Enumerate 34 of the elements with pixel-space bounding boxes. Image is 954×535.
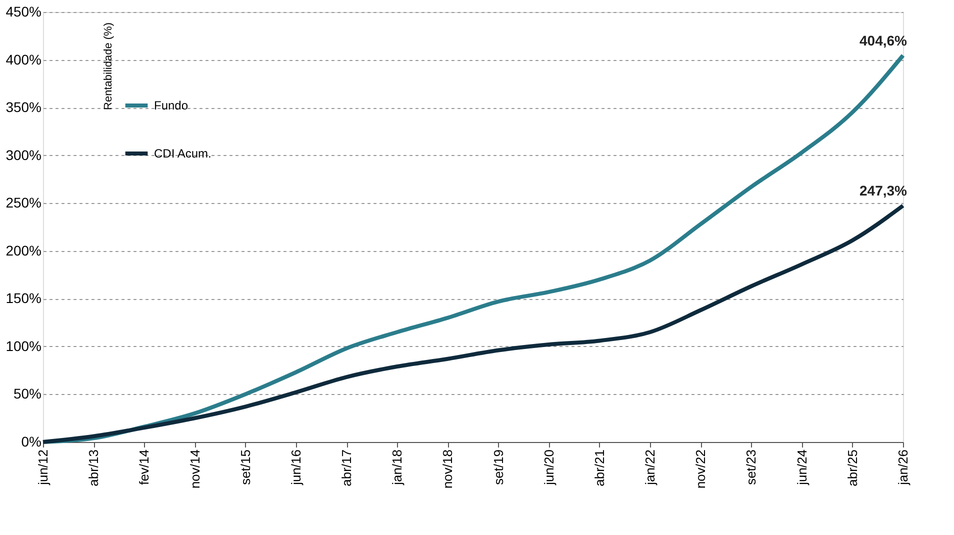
x-tick-label: nov/14 <box>187 450 202 489</box>
x-tick-label: abr/21 <box>592 450 607 486</box>
y-tick-label: 250% <box>6 194 42 211</box>
data-label: 404,6% <box>860 32 908 48</box>
x-tick-label: abr/13 <box>86 450 102 486</box>
x-tick-label: nov/18 <box>440 450 456 489</box>
legend-label: CDI Acum. <box>154 146 212 160</box>
y-tick-label: 150% <box>6 290 42 306</box>
x-tick-label: jun/20 <box>541 450 556 486</box>
x-tick-label: jan/26 <box>896 450 910 486</box>
x-tick-label: jan/18 <box>390 450 405 486</box>
x-tick-label: jan/22 <box>642 450 658 486</box>
legend-label: Fundo <box>154 98 188 112</box>
x-tick-label: abr/25 <box>844 450 860 486</box>
y-tick-label: 200% <box>6 242 42 258</box>
y-tick-label: 100% <box>6 338 42 354</box>
data-label: 247,3% <box>860 182 908 199</box>
y-tick-label: 50% <box>13 386 42 402</box>
x-tick-label: set/23 <box>744 450 759 485</box>
x-tick-label: fev/14 <box>136 450 152 485</box>
line-series <box>41 204 905 444</box>
x-tick-label: jun/24 <box>794 450 810 486</box>
y-tick-label: 300% <box>6 146 42 163</box>
x-tick-label: jun/12 <box>36 450 50 486</box>
y-tick-label: 450% <box>6 4 42 20</box>
y-tick-label: 400% <box>6 51 42 68</box>
y-axis-title: Rentabilidade (%) <box>102 22 114 110</box>
x-tick-label: set/19 <box>490 450 506 485</box>
y-tick-label: 350% <box>6 99 42 116</box>
y-tick-label: 0% <box>21 434 42 450</box>
x-tick-label: abr/17 <box>339 450 354 486</box>
x-tick-label: nov/22 <box>693 450 708 489</box>
x-tick-label: jun/16 <box>288 450 304 486</box>
x-tick-label: set/15 <box>238 450 253 485</box>
